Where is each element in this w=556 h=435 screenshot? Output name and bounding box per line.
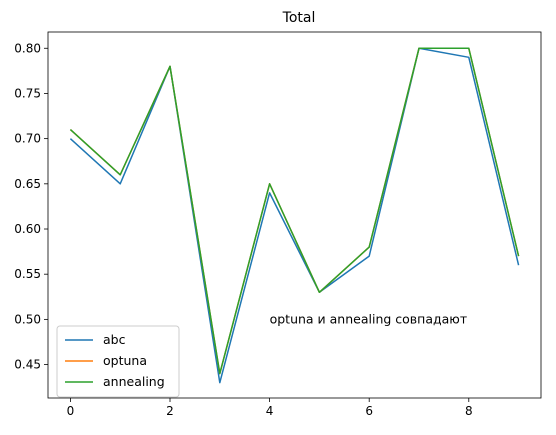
x-tick-label: 4 <box>266 404 274 418</box>
y-tick-label: 0.65 <box>14 177 41 191</box>
x-tick-label: 8 <box>465 404 473 418</box>
chart-title: Total <box>282 10 316 26</box>
series-lines <box>69 47 520 384</box>
x-tick-label: 6 <box>365 404 373 418</box>
series-line-abc <box>69 47 520 384</box>
legend-box <box>56 325 180 398</box>
y-tick-label: 0.75 <box>14 86 41 100</box>
x-tick-label: 2 <box>166 404 174 418</box>
legend: abc optuna annealing <box>56 325 180 398</box>
plot-frame <box>47 31 542 399</box>
series-line-annealing <box>69 47 520 375</box>
legend-label-annealing: annealing <box>103 374 165 389</box>
axes: 0 2 4 6 8 0.45 0.50 0.55 0.60 0.65 0.70 0.75 0.80 <box>14 31 542 418</box>
y-tick-label: 0.45 <box>14 358 41 372</box>
legend-label-optuna: optuna <box>103 353 147 368</box>
x-tick-label: 0 <box>67 404 75 418</box>
y-tick-label: 0.60 <box>14 222 41 236</box>
y-tick-label: 0.50 <box>14 312 41 326</box>
chart-annotation: optuna и annealing совпадают <box>270 311 468 326</box>
y-tick-label: 0.55 <box>14 267 41 281</box>
y-tick-label: 0.70 <box>14 132 41 146</box>
legend-label-abc: abc <box>103 332 126 347</box>
y-tick-label: 0.80 <box>14 41 41 55</box>
